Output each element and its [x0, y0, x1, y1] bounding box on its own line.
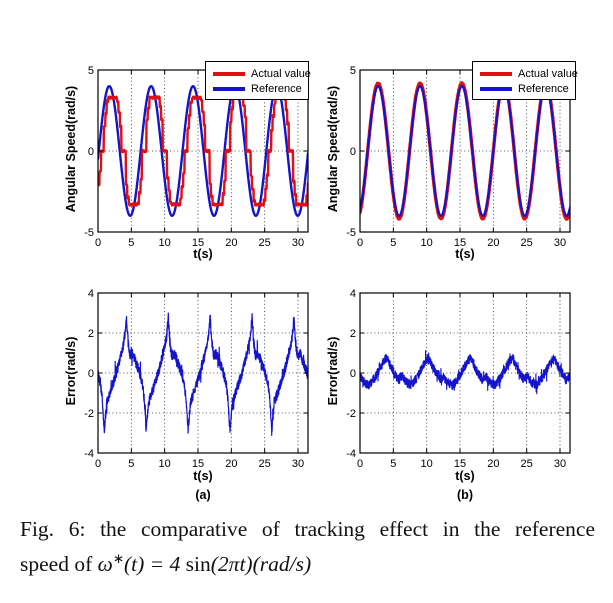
svg-text:10: 10	[421, 458, 433, 470]
subfigure-label-b: (b)	[457, 488, 473, 502]
chart-a-legend: Actual value Reference	[205, 61, 311, 100]
svg-text:0: 0	[95, 458, 101, 470]
legend-label-actual: Actual value	[251, 67, 311, 80]
svg-text:10: 10	[159, 237, 171, 249]
svg-text:0: 0	[350, 146, 356, 158]
svg-text:0: 0	[357, 237, 363, 249]
figure-caption: Fig. 6: the comparative of tracking effe…	[20, 514, 595, 579]
formula-star: ∗	[112, 551, 124, 566]
chart-b-legend: Actual value Reference	[472, 61, 578, 100]
svg-text:5: 5	[390, 458, 396, 470]
svg-text:0: 0	[88, 146, 94, 158]
caption-prefix: speed of	[20, 552, 98, 577]
svg-text:30: 30	[292, 458, 304, 470]
formula-tail: (2πt)(rad/s)	[210, 552, 312, 577]
chart-b-error-plot: 0 5 10 15 20 25 30 -4 -2 0 2 4	[346, 288, 571, 470]
legend-row-reference: Reference	[473, 81, 575, 96]
chart-a-speed-xlabel: t(s)	[193, 247, 213, 261]
svg-text:0: 0	[88, 368, 94, 380]
svg-text:15: 15	[192, 458, 204, 470]
formula-mid: (t) = 4	[123, 552, 186, 577]
legend-row-reference: Reference	[206, 81, 308, 96]
legend-label-reference: Reference	[251, 82, 302, 95]
chart-b-error-xlabel: t(s)	[455, 469, 475, 483]
actual-value-line-swatch	[480, 71, 512, 76]
legend-label-actual: Actual value	[518, 67, 578, 80]
legend-row-actual: Actual value	[473, 66, 578, 81]
chart-a-error-xlabel: t(s)	[193, 469, 213, 483]
svg-text:5: 5	[128, 458, 134, 470]
svg-text:5: 5	[350, 65, 356, 77]
caption-line-2: speed of ω∗(t) = 4 sin(2πt)(rad/s)	[20, 544, 595, 579]
svg-text:15: 15	[192, 237, 204, 249]
svg-text:30: 30	[554, 458, 566, 470]
svg-text:2: 2	[350, 328, 356, 340]
svg-text:25: 25	[521, 237, 533, 249]
formula-sin: sin	[185, 552, 211, 577]
chart-a-error-plot: 0 5 10 15 20 25 30 -4 -2 0 2 4	[84, 288, 309, 470]
svg-text:-5: -5	[84, 227, 94, 239]
svg-text:25: 25	[259, 458, 271, 470]
svg-text:10: 10	[159, 458, 171, 470]
actual-value-line-swatch	[213, 71, 245, 76]
svg-text:4: 4	[350, 288, 356, 300]
svg-text:0: 0	[95, 237, 101, 249]
svg-text:15: 15	[454, 237, 466, 249]
chart-b-speed-xlabel: t(s)	[455, 247, 475, 261]
svg-text:4: 4	[88, 288, 94, 300]
svg-text:25: 25	[259, 237, 271, 249]
subfigure-label-a: (a)	[195, 488, 211, 502]
svg-text:20: 20	[225, 458, 237, 470]
svg-text:25: 25	[521, 458, 533, 470]
reference-line-swatch	[480, 86, 512, 91]
svg-text:0: 0	[357, 458, 363, 470]
svg-text:5: 5	[390, 237, 396, 249]
svg-text:-2: -2	[84, 408, 94, 420]
reference-line-swatch	[213, 86, 245, 91]
svg-text:30: 30	[292, 237, 304, 249]
svg-text:-2: -2	[346, 408, 356, 420]
svg-text:5: 5	[88, 65, 94, 77]
formula-omega: ω	[97, 552, 113, 577]
svg-text:10: 10	[421, 237, 433, 249]
svg-text:20: 20	[487, 237, 499, 249]
svg-text:-4: -4	[84, 448, 94, 460]
svg-text:20: 20	[225, 237, 237, 249]
svg-text:20: 20	[487, 458, 499, 470]
svg-text:-4: -4	[346, 448, 356, 460]
svg-text:-5: -5	[346, 227, 356, 239]
svg-text:30: 30	[554, 237, 566, 249]
caption-line-1: Fig. 6: the comparative of tracking effe…	[20, 517, 595, 541]
svg-text:2: 2	[88, 328, 94, 340]
svg-text:0: 0	[350, 368, 356, 380]
svg-text:5: 5	[128, 237, 134, 249]
legend-row-actual: Actual value	[206, 66, 311, 81]
legend-label-reference: Reference	[518, 82, 569, 95]
svg-text:15: 15	[454, 458, 466, 470]
